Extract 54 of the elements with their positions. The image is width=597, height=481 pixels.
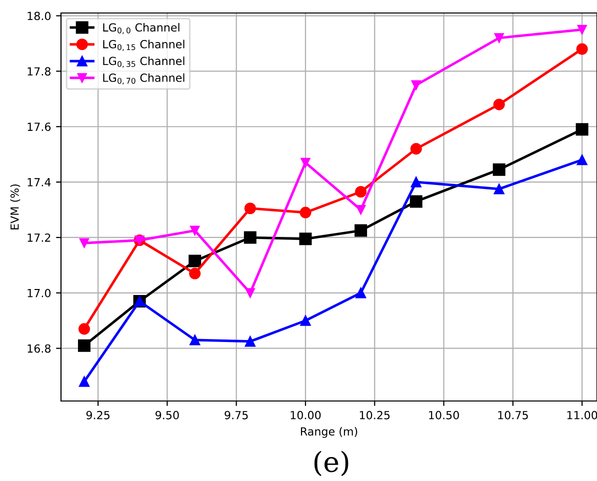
point [355, 186, 367, 198]
x-tick-label: 10.00 [290, 410, 321, 420]
y-tick-label: 17.6 [28, 122, 51, 132]
point [78, 376, 90, 387]
y-tick-label: 17.8 [28, 67, 51, 76]
x-tick-label: 10.25 [360, 410, 390, 420]
point [300, 206, 312, 218]
point [188, 254, 202, 268]
point [410, 176, 422, 188]
point [356, 204, 366, 215]
point [78, 339, 90, 352]
x-tick-label: 11.00 [567, 410, 597, 420]
text: (e) [314, 450, 348, 476]
y-tick-label: 18.0 [28, 12, 51, 20]
x-axis-title: Range (m) [300, 427, 358, 438]
x-tick-label: 9.50 [156, 410, 179, 420]
point [190, 226, 200, 236]
point [576, 43, 588, 55]
point [245, 288, 255, 298]
point [78, 323, 90, 335]
point [190, 334, 200, 346]
x-tick-label: 9.25 [86, 410, 110, 420]
x-tick-label: 10.75 [498, 410, 528, 420]
point [79, 238, 90, 248]
point [244, 231, 256, 244]
legend-label: LG$_{0,35}$ Channel [103, 56, 184, 68]
legend-label: LG$_{0,70}$ Channel [103, 73, 184, 85]
point [410, 195, 422, 208]
point [244, 336, 256, 347]
point [494, 184, 504, 194]
y-axis-title: EVM (%) [10, 184, 20, 230]
y-tick-label: 16.8 [28, 344, 51, 353]
legend-label: LG$_{0,15}$ Channel [103, 40, 184, 51]
point [244, 202, 256, 214]
y-tick-label: 17.2 [28, 233, 50, 242]
y-tick-label: 17.0 [28, 288, 51, 298]
point [354, 224, 368, 237]
point [492, 163, 506, 176]
legend-label: LG$_{0,0}$ Channel [103, 23, 180, 34]
point [300, 158, 310, 168]
point [576, 154, 588, 166]
point [300, 315, 311, 326]
point [577, 24, 587, 34]
point [411, 80, 421, 90]
point [356, 288, 366, 298]
y-tick-label: 17.4 [28, 178, 51, 186]
point [494, 33, 504, 43]
point [576, 123, 588, 136]
point [493, 98, 505, 110]
point [189, 268, 201, 280]
point [410, 143, 422, 155]
x-tick-label: 9.75 [224, 410, 248, 420]
x-tick-label: 10.50 [429, 410, 459, 420]
point [299, 232, 312, 246]
